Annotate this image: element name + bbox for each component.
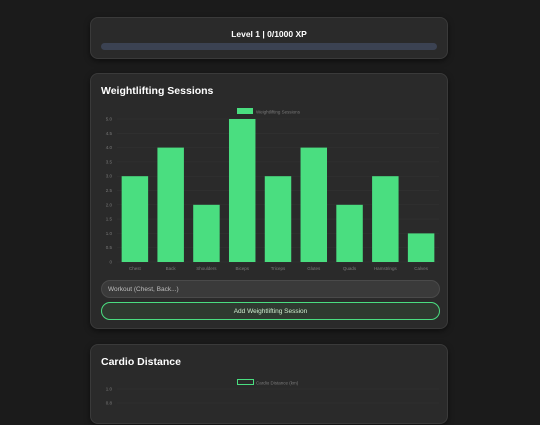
- y-tick-label: 3.0: [106, 174, 113, 179]
- bar-glutes: [300, 147, 328, 262]
- xp-progress-bar: [101, 43, 437, 50]
- weightlifting-legend: Weightlifting Sessions: [237, 108, 301, 115]
- x-tick-label: Back: [166, 266, 177, 271]
- x-tick-label: Quads: [343, 266, 357, 271]
- workout-input[interactable]: [101, 280, 440, 298]
- level-card: Level 1 | 0/1000 XP: [90, 17, 448, 59]
- add-weightlifting-session-button[interactable]: Add Weightlifting Session: [101, 302, 440, 320]
- legend-swatch: [237, 379, 254, 385]
- x-tick-label: Calves: [414, 266, 429, 271]
- bar-biceps: [228, 119, 256, 262]
- y-tick-label: 0.5: [106, 245, 113, 250]
- weightlifting-title: Weightlifting Sessions: [101, 85, 214, 97]
- y-tick-label: 3.5: [106, 159, 113, 164]
- y-tick-label: 4.5: [106, 131, 113, 136]
- cardio-card: Cardio Distance Cardio Distance (km) 1.0 0…: [90, 344, 448, 424]
- level-label: Level 1 | 0/1000 XP: [231, 29, 307, 39]
- y-tick-label: 0: [109, 260, 112, 265]
- bar-hamstrings: [372, 176, 399, 262]
- cardio-title: Cardio Distance: [101, 356, 181, 368]
- cardio-legend: Cardio Distance (km): [237, 379, 299, 386]
- legend-label: Cardio Distance (km): [256, 381, 299, 386]
- bar-chest: [121, 176, 149, 262]
- cardio-chart: Cardio Distance (km) 1.0 0.8: [106, 379, 439, 406]
- x-tick-label: Shoulders: [196, 266, 217, 271]
- y-tick-label: 2.5: [106, 188, 113, 193]
- legend-swatch: [237, 108, 253, 114]
- y-tick-label: 5.0: [106, 117, 113, 122]
- y-tick-label: 2.0: [106, 202, 113, 207]
- bar-quads: [336, 204, 363, 262]
- x-tick-label: Biceps: [235, 266, 249, 271]
- x-tick-label: Glutes: [307, 266, 321, 271]
- legend-label: Weightlifting Sessions: [256, 110, 301, 115]
- x-tick-label: Triceps: [271, 266, 286, 271]
- bar-triceps: [264, 176, 292, 262]
- x-tick-label: Chest: [129, 266, 142, 271]
- y-tick-label: 1.5: [106, 217, 113, 222]
- y-tick-label: 1.0: [106, 387, 113, 392]
- weightlifting-card: Weightlifting Sessions Weightlifting Ses…: [90, 73, 448, 329]
- y-tick-label: 4.0: [106, 145, 113, 150]
- bar-back: [157, 147, 184, 262]
- bar-shoulders: [193, 204, 220, 262]
- weightlifting-chart: Weightlifting Sessions 0 0.5 1.0 1.5 2.0 2.5 3.…: [106, 108, 439, 271]
- x-tick-label: Hamstrings: [374, 266, 398, 271]
- y-tick-label: 1.0: [106, 231, 113, 236]
- y-tick-label: 0.8: [106, 401, 113, 406]
- bar-calves: [407, 233, 435, 262]
